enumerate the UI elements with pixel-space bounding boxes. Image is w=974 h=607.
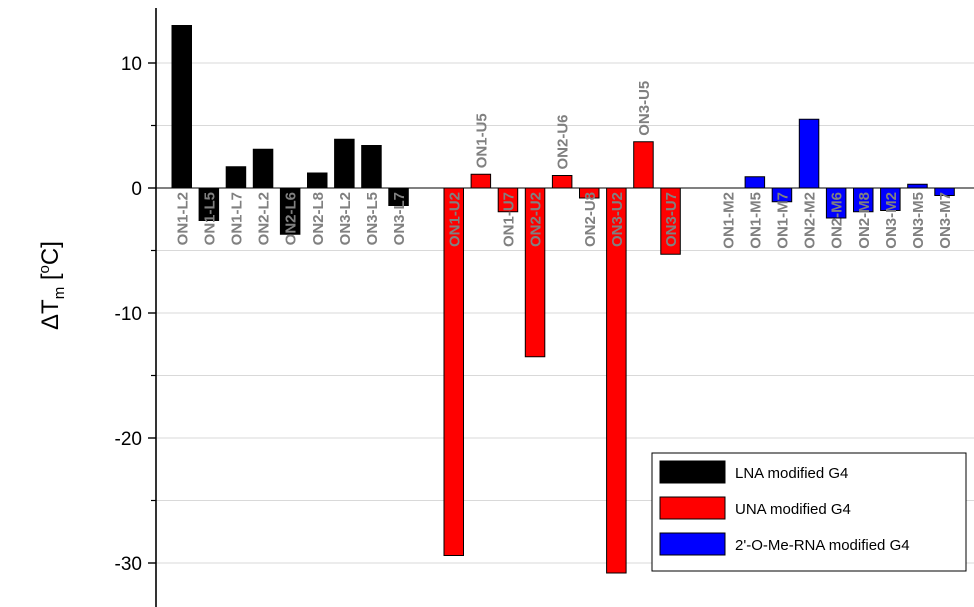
category-label: ON3-U2 — [609, 192, 626, 247]
category-label: ON1-U5 — [473, 113, 490, 168]
legend-swatch — [659, 460, 726, 484]
category-labels: ON1-L2 ON1-L5 ON1-L7 ON2-L2 ON2-L6 ON2-L8 ON3-… — [174, 81, 954, 249]
category-label: ON3-M2 — [883, 192, 900, 249]
y-tick-label: 0 — [131, 179, 142, 200]
bar-on3-l5 — [361, 145, 382, 189]
category-label: ON1-U7 — [500, 192, 517, 247]
legend-label: LNA modified G4 — [735, 465, 848, 482]
bar-on1-l2 — [171, 25, 192, 189]
bar-on3-l7 — [388, 187, 409, 206]
category-label: ON2-U2 — [528, 192, 545, 247]
legend-label: 2'-O-Me-RNA modified G4 — [735, 537, 910, 554]
bars — [171, 25, 955, 574]
y-tick-label: -20 — [115, 429, 142, 450]
legend-swatch — [659, 532, 726, 556]
bar-on1-u5 — [470, 173, 492, 189]
category-label: ON1-M7 — [774, 192, 791, 249]
bar-on3-l2 — [334, 138, 355, 189]
category-label: ON1-M5 — [747, 192, 764, 249]
bar-on1-u2 — [443, 187, 464, 556]
category-label: ON2-M2 — [802, 192, 819, 249]
bar-on2-m8 — [853, 187, 874, 213]
category-label: ON3-U5 — [636, 81, 653, 136]
y-tick-label: 10 — [121, 54, 142, 75]
category-label: ON2-M8 — [856, 192, 873, 249]
bar-on1-l7 — [225, 166, 247, 189]
category-label: ON1-L7 — [228, 192, 245, 245]
legend: LNA modified G4 UNA modified G4 2'-O-Me-RN… — [651, 452, 967, 572]
category-label: ON2-U8 — [582, 192, 599, 247]
bar-on1-m7 — [771, 187, 793, 203]
bar-on2-u6 — [551, 175, 573, 189]
bar-on2-l2 — [252, 148, 274, 189]
bar-on3-u7 — [660, 187, 681, 255]
bar-on2-u8 — [579, 187, 600, 199]
y-tick-label: -30 — [115, 554, 142, 575]
bar-on2-m2 — [798, 118, 820, 189]
category-label: ON2-M6 — [829, 192, 846, 249]
category-label: ON2-L8 — [310, 192, 327, 245]
y-tick-label: -10 — [115, 304, 142, 325]
bar-on1-l5 — [198, 187, 220, 221]
y-axis: 10 0 -10 -20 -30 — [115, 8, 157, 607]
bar-on3-m5 — [907, 183, 928, 189]
category-label: ON1-L5 — [201, 192, 218, 245]
bar-on2-u2 — [524, 187, 546, 358]
category-label: ON3-M7 — [937, 192, 954, 249]
bar-on3-u2 — [606, 187, 627, 574]
category-label: ON1-U2 — [446, 192, 463, 247]
category-label: ON3-L7 — [391, 192, 408, 245]
bar-on3-m7 — [934, 187, 955, 196]
category-label: ON3-L2 — [337, 192, 354, 245]
legend-swatch — [659, 496, 726, 520]
category-label: ON2-L6 — [283, 192, 300, 245]
bar-on3-m2 — [880, 187, 901, 211]
y-axis-label: ΔTm [oC] — [36, 241, 68, 330]
category-label: ON1-M2 — [720, 192, 737, 249]
category-label: ON3-M5 — [910, 192, 927, 249]
category-label: ON2-U6 — [555, 114, 572, 169]
bar-on2-l8 — [307, 172, 328, 189]
category-label: ON3-L5 — [364, 192, 381, 245]
category-label: ON3-U7 — [663, 192, 680, 247]
bar-on1-m5 — [744, 176, 766, 189]
category-label: ON1-L2 — [174, 192, 191, 245]
bar-on3-u5 — [633, 141, 654, 189]
bar-on2-l6 — [279, 187, 301, 235]
legend-label: UNA modified G4 — [735, 501, 851, 518]
bar-on1-u7 — [497, 187, 519, 213]
category-label: ON2-L2 — [256, 192, 273, 245]
bar-on2-m6 — [825, 187, 847, 219]
